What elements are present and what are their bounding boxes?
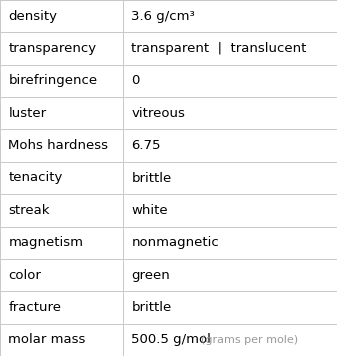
Text: brittle: brittle xyxy=(131,301,172,314)
Text: tenacity: tenacity xyxy=(8,172,63,184)
Text: molar mass: molar mass xyxy=(8,333,86,346)
Text: 6.75: 6.75 xyxy=(131,139,161,152)
Text: white: white xyxy=(131,204,168,217)
Text: (grams per mole): (grams per mole) xyxy=(201,335,298,345)
Text: nonmagnetic: nonmagnetic xyxy=(131,236,219,249)
Text: transparency: transparency xyxy=(8,42,96,55)
Text: 500.5 g/mol: 500.5 g/mol xyxy=(131,333,211,346)
Text: transparent  |  translucent: transparent | translucent xyxy=(131,42,307,55)
Text: vitreous: vitreous xyxy=(131,107,185,120)
Text: birefringence: birefringence xyxy=(8,74,97,88)
Text: 3.6 g/cm³: 3.6 g/cm³ xyxy=(131,10,195,23)
Text: color: color xyxy=(8,268,41,282)
Text: luster: luster xyxy=(8,107,47,120)
Text: green: green xyxy=(131,268,170,282)
Text: magnetism: magnetism xyxy=(8,236,84,249)
Text: brittle: brittle xyxy=(131,172,172,184)
Text: Mohs hardness: Mohs hardness xyxy=(8,139,109,152)
Text: density: density xyxy=(8,10,57,23)
Text: fracture: fracture xyxy=(8,301,61,314)
Text: 0: 0 xyxy=(131,74,140,88)
Text: streak: streak xyxy=(8,204,50,217)
